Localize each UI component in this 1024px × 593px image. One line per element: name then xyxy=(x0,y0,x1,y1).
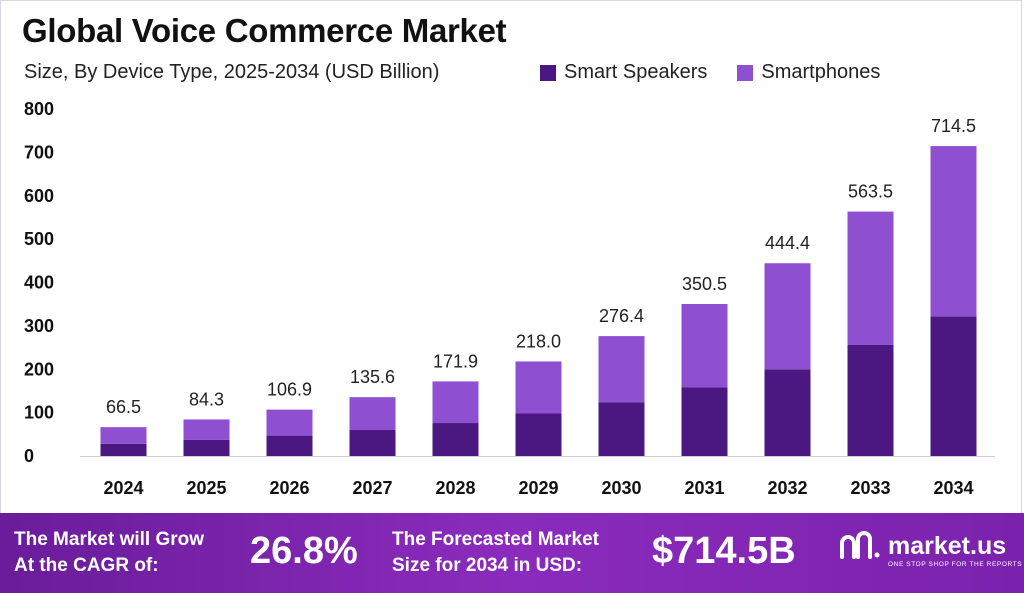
x-tick-label-2028: 2028 xyxy=(435,478,475,498)
total-label-2026: 106.9 xyxy=(267,380,312,400)
x-tick-label-2033: 2033 xyxy=(850,478,890,498)
x-tick-label-2030: 2030 xyxy=(601,478,641,498)
bar-smartphones-2025 xyxy=(183,419,230,440)
bar-smart-speakers-2028 xyxy=(432,423,479,456)
legend-label-smartphones: Smartphones xyxy=(761,61,881,83)
y-tick-label-500: 500 xyxy=(24,229,54,249)
bar-smartphones-2028 xyxy=(432,381,479,424)
bar-smartphones-2029 xyxy=(515,361,562,414)
footer-banner: The Market will Grow At the CAGR of: 26.… xyxy=(0,513,1024,593)
chart-title: Global Voice Commerce Market xyxy=(22,12,507,49)
y-tick-label-400: 400 xyxy=(24,273,54,293)
bar-smartphones-2024 xyxy=(100,427,147,444)
x-tick-label-2029: 2029 xyxy=(518,478,558,498)
x-tick-label-2024: 2024 xyxy=(103,478,143,498)
y-tick-label-700: 700 xyxy=(24,142,54,162)
brand-name: market.us xyxy=(888,532,1007,560)
total-label-2028: 171.9 xyxy=(433,351,478,371)
chart-subtitle: Size, By Device Type, 2025-2034 (USD Bil… xyxy=(24,61,440,83)
bar-smart-speakers-2032 xyxy=(764,369,811,456)
bar-smartphones-2027 xyxy=(349,397,396,430)
total-label-2027: 135.6 xyxy=(350,367,395,387)
legend-item-smartphones: Smartphones xyxy=(737,61,880,84)
x-tick-label-2026: 2026 xyxy=(269,478,309,498)
market-us-logo-icon xyxy=(840,531,880,559)
bar-smartphones-2033 xyxy=(847,211,894,345)
y-tick-label-0: 0 xyxy=(24,446,34,466)
total-label-2024: 66.5 xyxy=(106,397,141,417)
y-tick-label-100: 100 xyxy=(24,403,54,423)
y-tick-label-600: 600 xyxy=(24,186,54,206)
x-tick-label-2027: 2027 xyxy=(352,478,392,498)
total-label-2029: 218.0 xyxy=(516,331,561,351)
total-label-2031: 350.5 xyxy=(682,274,727,294)
legend-swatch-smart-speakers xyxy=(540,64,556,81)
bar-smart-speakers-2029 xyxy=(515,413,562,456)
bar-smart-speakers-2034 xyxy=(930,316,977,456)
y-tick-label-300: 300 xyxy=(24,316,54,336)
x-tick-label-2031: 2031 xyxy=(684,478,724,498)
cagr-label: The Market will Grow At the CAGR of: xyxy=(14,529,205,576)
total-label-2033: 563.5 xyxy=(848,182,893,202)
x-tick-label-2032: 2032 xyxy=(767,478,807,498)
bar-smart-speakers-2031 xyxy=(681,387,728,456)
legend: Smart Speakers Smartphones xyxy=(540,61,910,84)
legend-swatch-smartphones xyxy=(737,64,754,81)
bar-smartphones-2032 xyxy=(764,263,811,370)
total-label-2032: 444.4 xyxy=(765,233,810,253)
x-tick-label-2034: 2034 xyxy=(933,478,973,498)
total-label-2025: 84.3 xyxy=(189,389,224,409)
bar-smartphones-2030 xyxy=(598,336,645,403)
forecast-value: $714.5B xyxy=(652,530,796,572)
bar-smart-speakers-2024 xyxy=(100,443,147,456)
bar-smart-speakers-2033 xyxy=(847,344,894,456)
total-label-2034: 714.5 xyxy=(931,116,976,136)
bar-smart-speakers-2025 xyxy=(183,439,230,456)
bar-smart-speakers-2026 xyxy=(266,435,313,456)
bar-smartphones-2034 xyxy=(930,146,977,317)
legend-label-smart-speakers: Smart Speakers xyxy=(564,61,708,83)
bar-smart-speakers-2027 xyxy=(349,429,396,456)
x-tick-label-2025: 2025 xyxy=(186,478,226,498)
bar-smart-speakers-2030 xyxy=(598,402,645,456)
total-label-2030: 276.4 xyxy=(599,306,644,326)
y-tick-label-200: 200 xyxy=(24,359,54,379)
bar-chart: 0 100 200 300 400 500 600 700 800 66.5 2024 84.3 202… xyxy=(24,99,995,498)
bar-smartphones-2031 xyxy=(681,303,728,388)
forecast-label: The Forecasted Market Size for 2034 in U… xyxy=(392,529,599,576)
brand-logo: market.us ONE STOP SHOP FOR THE REPORTS xyxy=(838,531,1022,568)
legend-item-smart-speakers: Smart Speakers xyxy=(540,61,707,84)
bar-smartphones-2026 xyxy=(266,409,313,436)
y-tick-label-800: 800 xyxy=(24,99,54,119)
brand-tagline: ONE STOP SHOP FOR THE REPORTS xyxy=(888,561,1023,568)
cagr-value: 26.8% xyxy=(250,530,358,572)
